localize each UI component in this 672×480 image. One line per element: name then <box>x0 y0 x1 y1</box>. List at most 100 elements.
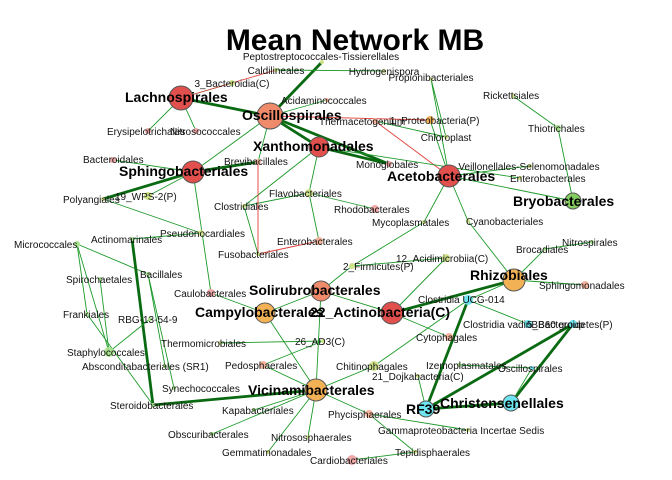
edge-oscillospirales-proteobacteria <box>269 115 431 121</box>
label-acetobacterales: Acetobacterales <box>387 168 495 184</box>
edge-acetobacterales-veillonellales <box>448 165 531 177</box>
node-brevibacillales <box>255 159 261 165</box>
edge-sphingobacteriales-polyangiales <box>102 170 194 201</box>
node-erysipelotrichales <box>145 128 151 134</box>
edge-xanthomonadales-clostridiales <box>243 146 320 207</box>
edge-clostridiaucg-chitinophagales <box>373 299 469 367</box>
label-izemoplasmatales: Izemoplasmatales <box>426 361 507 372</box>
edge-xanthomonadales-enterobacterales <box>318 146 521 179</box>
node-firmicutes <box>349 263 355 269</box>
node-clostridiavadinbb60 <box>524 320 532 328</box>
node-monoglobales <box>386 161 392 167</box>
edge-propionibacteriales-chloroplast <box>430 78 447 138</box>
node-micrococcales <box>74 241 80 247</box>
node-izemoplasmatales <box>457 363 461 367</box>
node-thermomicrobiales <box>218 341 222 345</box>
node-flavobacteriales <box>305 189 313 197</box>
node-frankiales <box>85 312 89 316</box>
edge-rhizobiales-cyanobacteriales <box>467 220 515 281</box>
label-actinomarinales: Actinomarinales <box>91 235 162 246</box>
label-ad3: 26_AD3(C) <box>295 337 345 348</box>
label-nitrospirales: Nitrospirales <box>562 238 618 249</box>
node-lachnospirales <box>168 85 194 111</box>
edge-ad3-pedosphaerales <box>262 340 324 366</box>
edge-vicinamibacterales-gemmatimonadales <box>267 389 317 453</box>
label-pseudonocardiales: Pseudonocardiales <box>160 229 245 240</box>
label-bryobacterales: Bryobacterales <box>513 193 614 209</box>
node-proteobacteria <box>426 116 434 124</box>
edge-solirubrobacterales-vicinamibacterales <box>315 290 322 391</box>
label-chloroplast: Chloroplast <box>421 133 472 144</box>
node-cyanobacteriales <box>466 219 470 223</box>
label-proteobacteria: 1_Proteobacteria(P) <box>390 116 480 127</box>
label-sphingomonadales: Sphingomonadales <box>539 281 625 292</box>
label-synechococcales: Synechococcales <box>162 384 240 395</box>
edge-solirubrobacterales-actinobacteria <box>320 290 393 314</box>
label-frankiales: Frankiales <box>63 310 109 321</box>
label-absconditabacteriales: Absconditabacteriales (SR1) <box>82 362 209 373</box>
label-oscillospirales: Oscillospirales <box>242 107 342 123</box>
label-monoglobales: Monoglobales <box>356 160 418 171</box>
node-peptostrep <box>320 60 324 64</box>
label-vicinamibacterales: Vicinamibacterales <box>248 382 375 398</box>
node-polyangiales <box>101 197 105 201</box>
label-enterobacterales: Enterobacterales <box>510 174 586 185</box>
edge-thermacetogenium-chloroplast <box>374 120 447 138</box>
node-hydrogenispora <box>382 69 386 73</box>
node-xanthomonadales <box>308 136 330 158</box>
edge-clostridiales-fusobacteriales <box>243 205 259 255</box>
node-nitrosococcales <box>193 128 199 134</box>
label-steroidobacterales: Steroidobacterales <box>110 401 193 412</box>
label-rhodobacterales: Rhodobacterales <box>334 205 410 216</box>
label-lachnospirales: Lachnospirales <box>125 89 228 105</box>
edge-rf39-clostridiaucg <box>424 299 470 410</box>
label-clostridiavadinbb60: Clostridia vadinBB60 group <box>463 320 585 331</box>
label-acidimicrobiia: 12_Acidimicrobiia(C) <box>396 254 488 265</box>
edge-caldilineales-lachnospirales <box>180 69 277 99</box>
node-rickettsiales <box>511 94 515 98</box>
node-solirubrobacterales <box>310 280 332 302</box>
label-brocadiales: Brocadiales <box>516 245 568 256</box>
label-firmicutes: 2_Firmicutes(P) <box>343 262 414 273</box>
node-obscuribacterales <box>210 432 214 436</box>
label-bacteroidetes: 5_Bacteroidetes(P) <box>527 320 613 331</box>
label-spirochaetales: Spirochaetales <box>66 275 132 286</box>
edge-vicinamibacterales-steroidobacterales <box>152 388 317 407</box>
label-brevibacillales: Brevibacillales <box>224 157 288 168</box>
label-propionibacteriales: Propionibacteriales <box>388 73 473 84</box>
node-cardiobacteriales <box>347 455 357 465</box>
node-actinobacteria <box>380 301 404 325</box>
label-christensenellales: Christensenellales <box>440 395 564 411</box>
label-caulobacterales: Caulobacterales <box>174 289 246 300</box>
label-mycoplasmatales: Mycoplasmatales <box>372 218 449 229</box>
edge-vicinamibacterales-obscuribacterales <box>211 389 317 435</box>
edge-christensenellales-rf39 <box>425 401 512 411</box>
edge-izemoplasmatales-oscillospirales2 <box>458 364 533 369</box>
label-clostridiales: Clostridiales <box>214 202 268 213</box>
edge-cardiobacteriales-tepidisphaerales <box>351 451 416 461</box>
node-steroidobacterales <box>151 403 155 407</box>
label-erysipelotrichales: Erysipelotrichales <box>107 127 185 138</box>
edge-acetobacterales-bryobacterales <box>448 175 574 202</box>
edge-polyangiales-pseudonocardiales <box>102 198 202 234</box>
edge-nitrospirales-brocadiales <box>544 241 593 250</box>
label-thiotrichales: Thiotrichales <box>528 124 585 135</box>
node-pseudonocardiales <box>198 230 204 236</box>
node-rhizobiales <box>502 268 526 292</box>
label-veillonellales: Veillonellales-Selenomonadales <box>458 162 599 173</box>
node-rhodobacterales <box>371 205 379 213</box>
label-dojkabacteria: 21_Dojkabacteria(C) <box>372 372 464 383</box>
node-enterobacterales2 <box>315 237 323 245</box>
edge-thermomicrobiales-ad3 <box>219 340 324 344</box>
label-tepidisphaerales: Tepidisphaerales <box>395 448 470 459</box>
label-bacillales: Bacillales <box>140 270 182 281</box>
node-kapabacteriales <box>252 408 256 412</box>
node-caulobacterales <box>207 289 215 297</box>
node-brocadiales <box>543 247 547 251</box>
label-oscillospirales2: Oscillospirales <box>498 364 562 375</box>
label-cyanobacteriales: Cyanobacteriales <box>466 217 543 228</box>
node-vicinamibacterales <box>304 378 328 402</box>
edge-campylobacterales-vicinamibacterales <box>264 312 317 391</box>
node-gammaproteobacteria <box>466 428 470 432</box>
